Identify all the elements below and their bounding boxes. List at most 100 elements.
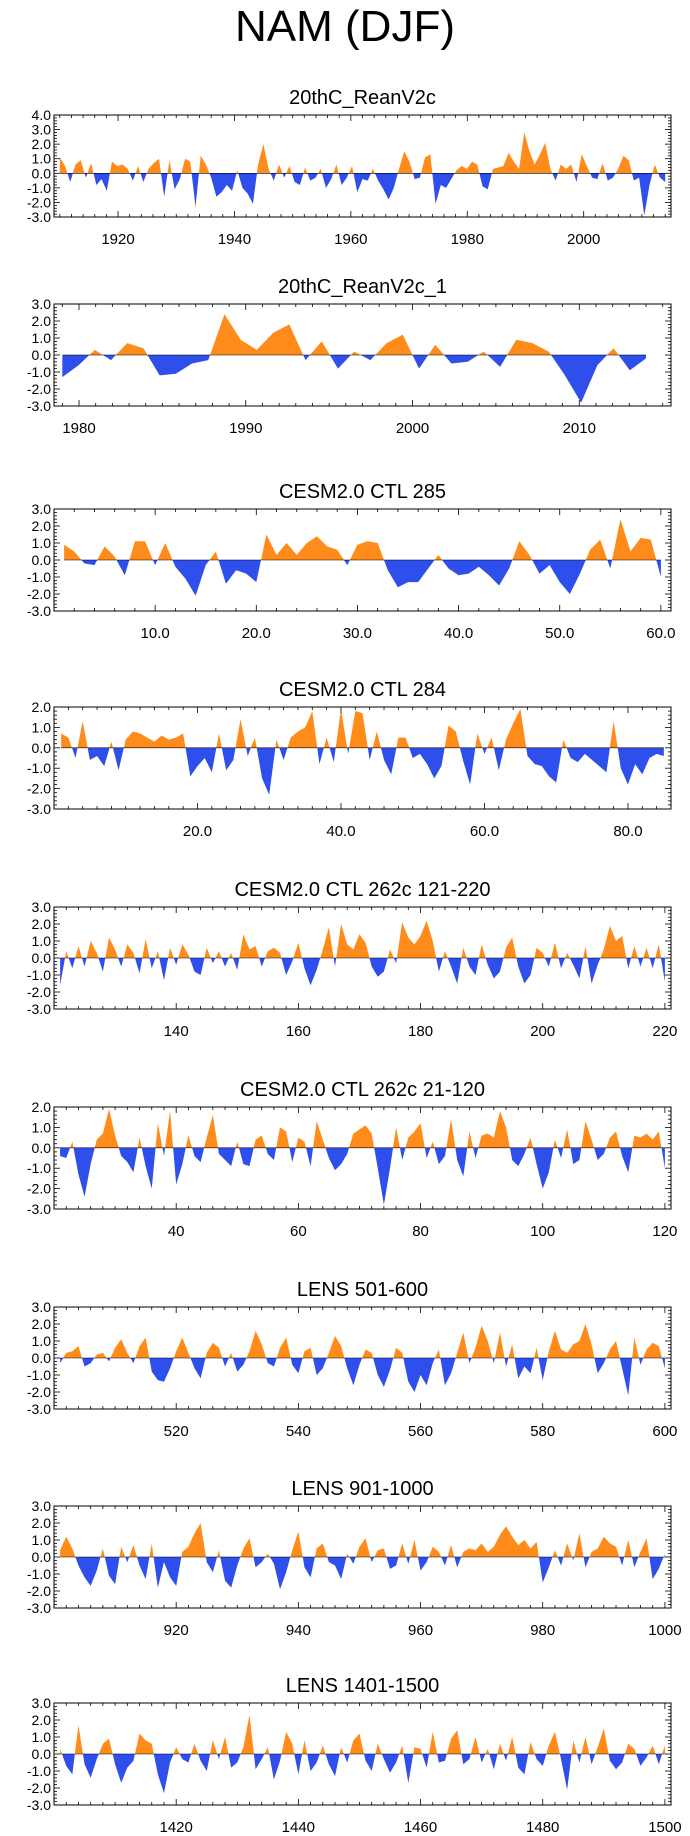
- y-tick-label: -1.0: [27, 1367, 51, 1383]
- x-tick-label: 40.0: [326, 823, 355, 840]
- plot-frame: [53, 706, 672, 810]
- positive-area: [60, 1523, 665, 1557]
- x-tick-label: 100: [530, 1223, 555, 1240]
- y-tick-label: 0.0: [32, 950, 52, 966]
- plot-frame: [53, 114, 672, 218]
- y-tick-label: -1.0: [27, 1160, 51, 1176]
- y-tick-label: 1.0: [32, 933, 52, 949]
- y-tick-label: -2.0: [27, 1780, 51, 1796]
- y-tick-label: 3.0: [32, 1299, 52, 1315]
- y-tick-label: -2.0: [27, 586, 51, 602]
- y-tick-label: 2.0: [32, 699, 52, 715]
- y-tick-label: -3.0: [27, 1001, 51, 1017]
- panel-title: LENS 1401-1500: [286, 1675, 439, 1697]
- x-tick-label: 10.0: [141, 625, 170, 642]
- y-tick-label: -1.0: [27, 180, 51, 196]
- y-tick-label: -1.0: [27, 1763, 51, 1779]
- x-tick-label: 940: [286, 1622, 311, 1639]
- y-tick-label: -3.0: [27, 1201, 51, 1217]
- negative-area: [64, 560, 661, 596]
- y-tick-label: -3.0: [27, 398, 51, 414]
- negative-area: [59, 173, 666, 216]
- y-tick-label: 1.0: [32, 330, 52, 346]
- positive-area: [60, 1324, 665, 1358]
- x-tick-label: 960: [408, 1622, 433, 1639]
- x-tick-label: 40: [168, 1223, 185, 1240]
- x-tick-label: 920: [164, 1622, 189, 1639]
- x-tick-label: 540: [286, 1423, 311, 1440]
- y-tick-label: 0.0: [32, 347, 52, 363]
- y-tick-label: -2.0: [27, 781, 51, 797]
- x-tick-label: 50.0: [545, 625, 574, 642]
- y-tick-label: 1.0: [32, 719, 52, 735]
- negative-area: [62, 355, 646, 403]
- positive-area: [60, 1714, 665, 1754]
- x-tick-label: 2000: [567, 231, 600, 248]
- x-tick-label: 220: [652, 1023, 677, 1040]
- y-tick-label: 2.0: [32, 1712, 52, 1728]
- figure-title: NAM (DJF): [235, 2, 455, 51]
- x-tick-label: 20.0: [183, 823, 212, 840]
- x-tick-label: 40.0: [444, 625, 473, 642]
- positive-area: [60, 920, 665, 958]
- panel-7: LENS 501-600 3.02.01.00.0-1.0-2.0-3.0 520 5…: [27, 1279, 678, 1440]
- x-tick-label: 600: [652, 1423, 677, 1440]
- positive-area: [59, 132, 666, 174]
- x-tick-label: 1460: [404, 1819, 437, 1836]
- positive-area: [64, 519, 661, 560]
- y-tick-label: -2.0: [27, 381, 51, 397]
- y-tick-label: 3.0: [32, 501, 52, 517]
- y-tick-label: 3.0: [32, 899, 52, 915]
- y-tick-label: 1.0: [32, 1119, 52, 1135]
- x-tick-label: 30.0: [343, 625, 372, 642]
- panel-title: 20thC_ReanV2c_1: [278, 276, 447, 298]
- panel-5: CESM2.0 CTL 262c 121-220 3.02.01.00.0-1.0…: [27, 879, 678, 1040]
- y-tick-label: -3.0: [27, 801, 51, 817]
- panel-6: CESM2.0 CTL 262c 21-120 2.0 1.0 0.0 -1.0 -2.0…: [27, 1079, 678, 1240]
- negative-area: [60, 1358, 665, 1396]
- y-tick-label: 1.0: [32, 1729, 52, 1745]
- y-tick-label: 2.0: [32, 313, 52, 329]
- panel-title: LENS 501-600: [297, 1279, 428, 1301]
- x-tick-label: 2000: [396, 420, 429, 437]
- y-tick-label: 0.0: [32, 1746, 52, 1762]
- x-tick-label: 200: [530, 1023, 555, 1040]
- y-tick-label: 0.0: [32, 1350, 52, 1366]
- y-tick-label: -3.0: [27, 1797, 51, 1813]
- panel-title: CESM2.0 CTL 284: [279, 679, 446, 701]
- x-tick-label: 1500: [648, 1819, 681, 1836]
- y-tick-label: -2.0: [27, 1181, 51, 1197]
- panel-title: 20thC_ReanV2c: [289, 87, 436, 109]
- y-tick-label: 1.0: [32, 1532, 52, 1548]
- x-tick-label: 560: [408, 1423, 433, 1440]
- x-tick-label: 160: [286, 1023, 311, 1040]
- panel-9: LENS 1401-1500 3.02.01.00.0-1.0-2.0-3.0 14…: [27, 1675, 682, 1836]
- x-tick-label: 60.0: [646, 625, 675, 642]
- x-tick-label: 1000: [648, 1622, 681, 1639]
- y-tick-label: 3.0: [32, 1498, 52, 1514]
- y-tick-label: -1.0: [27, 760, 51, 776]
- y-tick-label: -3.0: [27, 1600, 51, 1616]
- x-tick-label: 2010: [563, 420, 596, 437]
- x-tick-label: 1980: [451, 231, 484, 248]
- x-tick-label: 140: [164, 1023, 189, 1040]
- x-tick-label: 1480: [526, 1819, 559, 1836]
- y-tick-label: 2.0: [32, 916, 52, 932]
- positive-area: [61, 709, 664, 748]
- y-tick-label: 0.0: [32, 740, 52, 756]
- y-tick-label: 1.0: [32, 151, 52, 167]
- y-tick-label: -2.0: [27, 194, 51, 210]
- negative-area: [60, 1147, 665, 1205]
- x-tick-label: 80.0: [613, 823, 642, 840]
- panel-3: CESM2.0 CTL 285 3.02.01.00.0-1.0-2.0-3.0 1…: [27, 481, 676, 642]
- y-tick-label: 4.0: [32, 107, 52, 123]
- panel-title: CESM2.0 CTL 285: [279, 481, 446, 503]
- x-tick-label: 580: [530, 1423, 555, 1440]
- x-tick-label: 180: [408, 1023, 433, 1040]
- y-tick-label: 1.0: [32, 1333, 52, 1349]
- y-tick-label: 3.0: [32, 1695, 52, 1711]
- x-tick-label: 1960: [334, 231, 367, 248]
- y-tick-label: -3.0: [27, 603, 51, 619]
